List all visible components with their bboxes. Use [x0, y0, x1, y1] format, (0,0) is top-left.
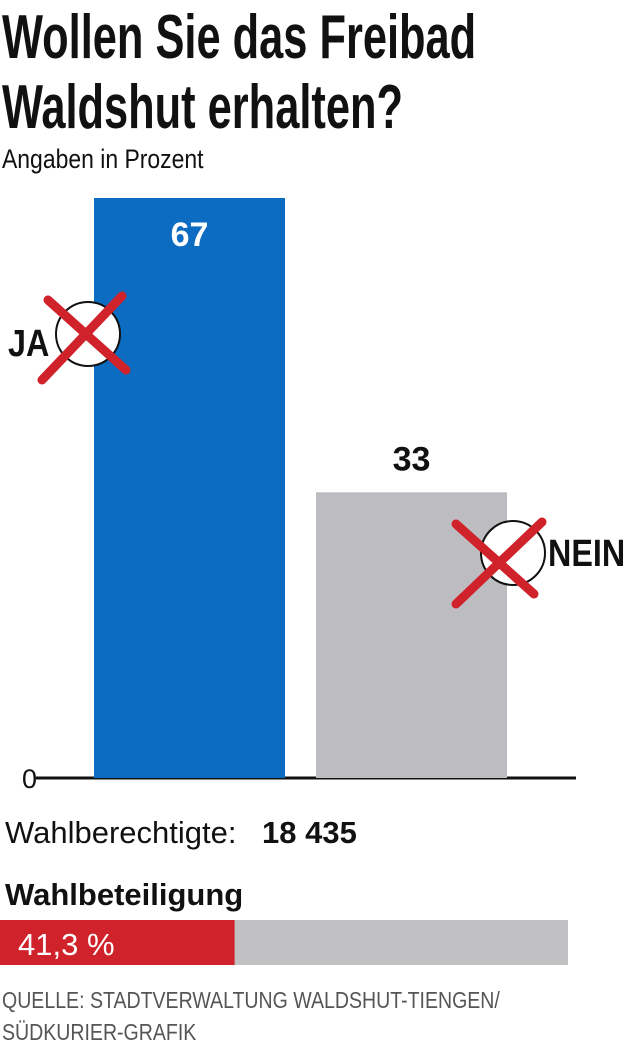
- chart-title: Wollen Sie das Freibad: [2, 4, 476, 72]
- eligible-value: 18 435: [262, 815, 357, 850]
- chart-title: Waldshut erhalten?: [2, 74, 403, 142]
- turnout-fill: [0, 920, 235, 965]
- value-label: 33: [393, 440, 431, 478]
- bar: [94, 198, 285, 778]
- chart-subtitle: Angaben in Prozent: [2, 144, 204, 174]
- value-label: 67: [171, 216, 209, 254]
- bar: [316, 492, 507, 778]
- turnout-label: Wahlbeteiligung: [5, 877, 243, 912]
- turnout-bar: 41,3 %: [0, 920, 568, 965]
- ballot-cross-icon: [451, 517, 547, 609]
- category-label: NEIN: [548, 533, 625, 575]
- y-tick-label: 0: [22, 764, 37, 794]
- source: QUELLE: STADTVERWALTUNG WALDSHUT-TIENGEN…: [2, 988, 500, 1014]
- turnout-value-label: 41,3 %: [18, 927, 115, 962]
- ballot-cross-icon: [37, 291, 131, 385]
- source: SÜDKURIER-GRAFIK: [2, 1020, 196, 1046]
- category-label: JA: [8, 323, 49, 365]
- eligible-label: Wahlberechtigte:: [5, 815, 236, 850]
